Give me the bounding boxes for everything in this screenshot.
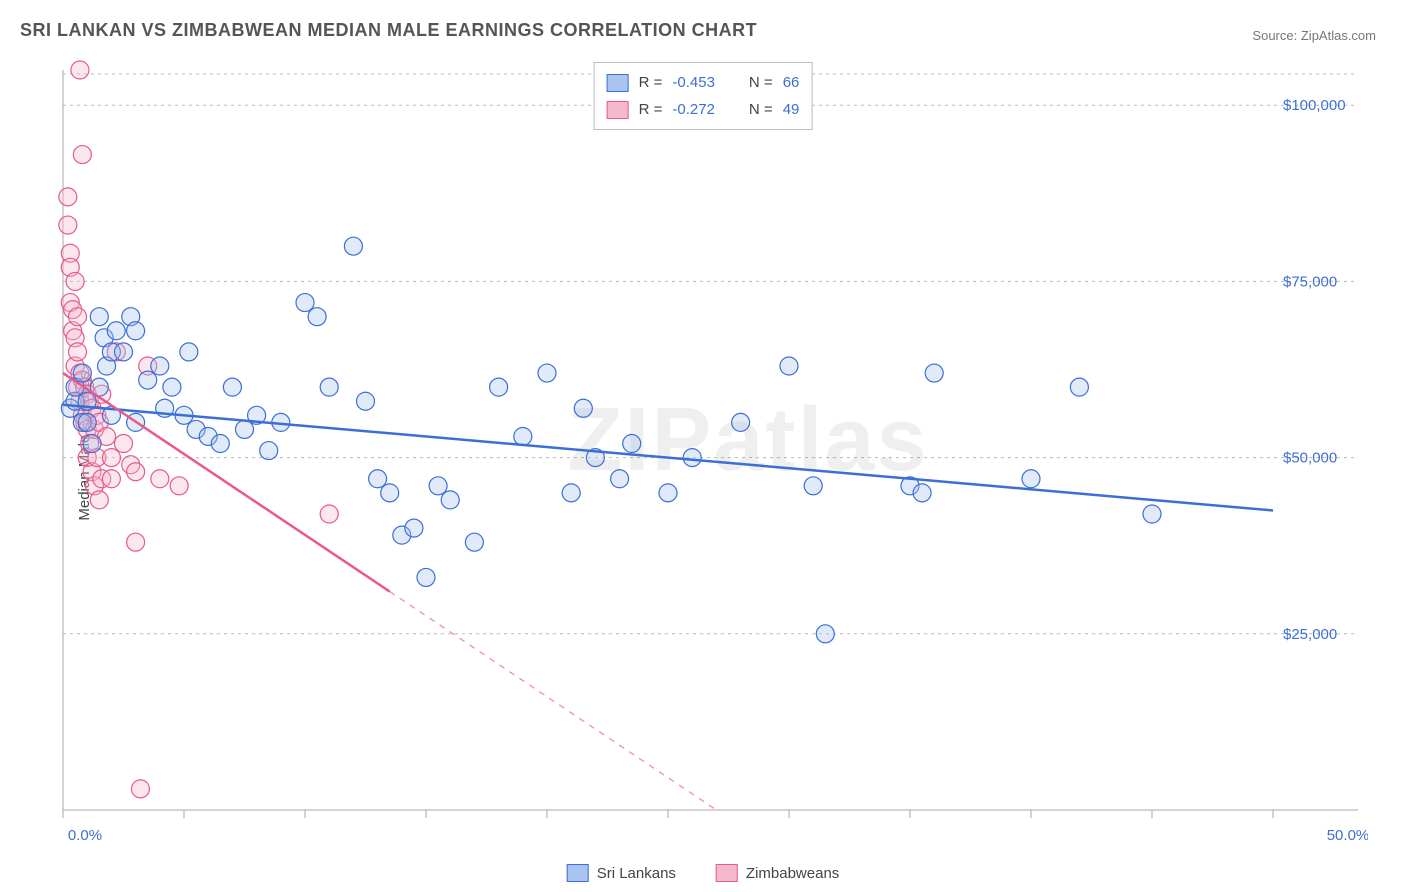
scatter-point — [683, 449, 701, 467]
chart-title: SRI LANKAN VS ZIMBABWEAN MEDIAN MALE EAR… — [20, 20, 757, 41]
scatter-point — [107, 322, 125, 340]
legend-row: R = -0.453 N = 66 — [607, 69, 800, 96]
x-end-label: 50.0% — [1327, 827, 1368, 844]
series-name: Sri Lankans — [597, 865, 676, 882]
series-legend: Sri Lankans Zimbabweans — [567, 864, 840, 882]
scatter-point — [780, 357, 798, 375]
scatter-point — [405, 519, 423, 537]
scatter-point — [490, 378, 508, 396]
scatter-point — [732, 413, 750, 431]
scatter-point — [69, 343, 87, 361]
scatter-point — [308, 308, 326, 326]
legend-r-value: -0.272 — [672, 96, 715, 123]
scatter-point — [59, 188, 77, 206]
scatter-point — [296, 294, 314, 312]
scatter-point — [574, 399, 592, 417]
scatter-point — [465, 533, 483, 551]
scatter-point — [170, 477, 188, 495]
legend-row: R = -0.272 N = 49 — [607, 96, 800, 123]
y-tick-label: $50,000 — [1283, 450, 1337, 467]
legend-swatch — [607, 101, 629, 119]
scatter-point — [562, 484, 580, 502]
scatter-point — [90, 308, 108, 326]
legend-swatch — [567, 864, 589, 882]
scatter-point — [115, 343, 133, 361]
scatter-point — [816, 625, 834, 643]
scatter-point — [429, 477, 447, 495]
scatter-point — [623, 435, 641, 453]
correlation-legend: R = -0.453 N = 66 R = -0.272 N = 49 — [594, 62, 813, 130]
scatter-point — [659, 484, 677, 502]
scatter-point — [102, 470, 120, 488]
scatter-point — [320, 378, 338, 396]
scatter-point — [90, 491, 108, 509]
scatter-point — [1143, 505, 1161, 523]
scatter-point — [344, 237, 362, 255]
series-name: Zimbabweans — [746, 865, 839, 882]
plot-area: $25,000$50,000$75,000$100,0000.0%50.0%ZI… — [48, 60, 1368, 850]
legend-r-label: R = — [639, 96, 663, 123]
scatter-point — [357, 392, 375, 410]
scatter-point — [71, 61, 89, 79]
source-attribution: Source: ZipAtlas.com — [1252, 28, 1376, 43]
trend-line-extrapolated — [390, 592, 717, 810]
scatter-point — [441, 491, 459, 509]
legend-n-value: 66 — [783, 69, 800, 96]
scatter-point — [66, 272, 84, 290]
scatter-point — [69, 308, 87, 326]
scatter-point — [1070, 378, 1088, 396]
source-name: ZipAtlas.com — [1301, 28, 1376, 43]
scatter-point — [369, 470, 387, 488]
scatter-point — [236, 420, 254, 438]
legend-swatch — [607, 74, 629, 92]
scatter-point — [804, 477, 822, 495]
y-tick-label: $75,000 — [1283, 273, 1337, 290]
chart-svg: $25,000$50,000$75,000$100,0000.0%50.0%ZI… — [48, 60, 1368, 850]
scatter-point — [151, 357, 169, 375]
scatter-point — [127, 322, 145, 340]
legend-n-label: N = — [749, 96, 773, 123]
legend-r-label: R = — [639, 69, 663, 96]
scatter-point — [151, 470, 169, 488]
scatter-point — [538, 364, 556, 382]
scatter-point — [83, 435, 101, 453]
scatter-point — [127, 463, 145, 481]
legend-swatch — [716, 864, 738, 882]
scatter-point — [514, 427, 532, 445]
legend-n-value: 49 — [783, 96, 800, 123]
scatter-point — [1022, 470, 1040, 488]
scatter-point — [925, 364, 943, 382]
scatter-point — [102, 449, 120, 467]
scatter-point — [260, 442, 278, 460]
scatter-point — [913, 484, 931, 502]
scatter-point — [320, 505, 338, 523]
scatter-point — [127, 533, 145, 551]
source-label: Source: — [1252, 28, 1297, 43]
scatter-point — [211, 435, 229, 453]
legend-n-label: N = — [749, 69, 773, 96]
scatter-point — [381, 484, 399, 502]
y-tick-label: $100,000 — [1283, 97, 1346, 114]
scatter-point — [73, 364, 91, 382]
scatter-point — [115, 435, 133, 453]
scatter-point — [417, 568, 435, 586]
y-tick-label: $25,000 — [1283, 626, 1337, 643]
scatter-point — [78, 413, 96, 431]
scatter-point — [139, 371, 157, 389]
scatter-point — [73, 146, 91, 164]
scatter-point — [163, 378, 181, 396]
scatter-point — [223, 378, 241, 396]
x-start-label: 0.0% — [68, 827, 102, 844]
scatter-point — [131, 780, 149, 798]
scatter-point — [611, 470, 629, 488]
legend-r-value: -0.453 — [672, 69, 715, 96]
series-legend-item: Zimbabweans — [716, 864, 839, 882]
scatter-point — [59, 216, 77, 234]
series-legend-item: Sri Lankans — [567, 864, 676, 882]
scatter-point — [180, 343, 198, 361]
